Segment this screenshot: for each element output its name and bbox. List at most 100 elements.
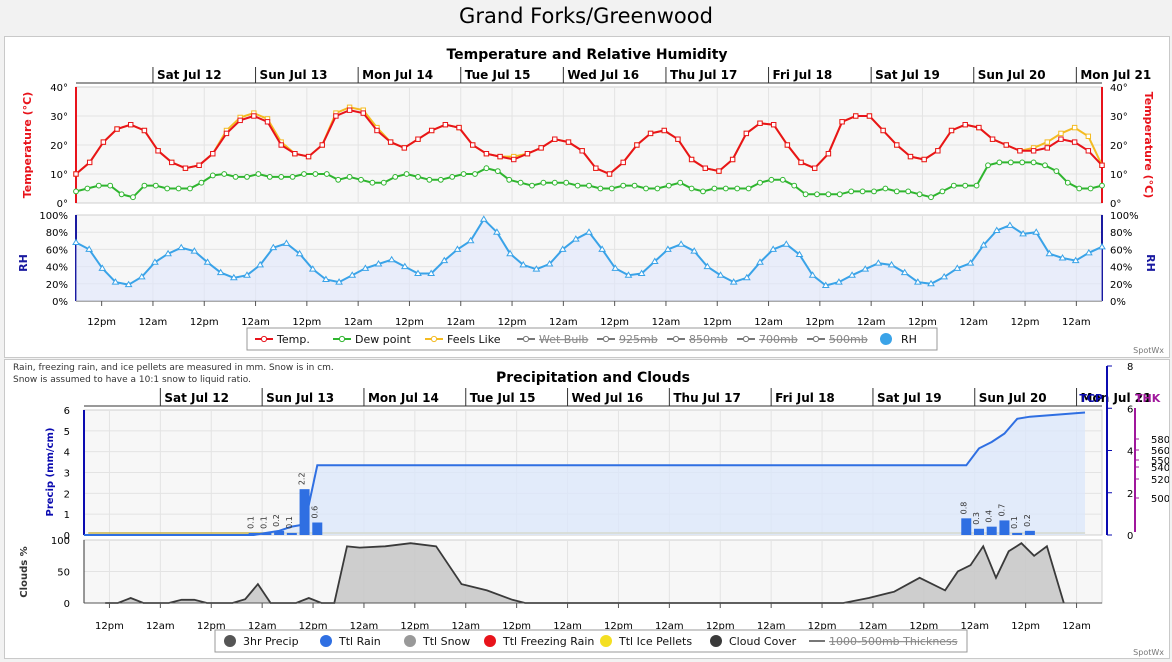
data-point [848, 271, 856, 278]
legend-marker [600, 635, 612, 647]
data-point [871, 188, 877, 195]
data-point [1019, 159, 1026, 166]
data-point [1045, 249, 1054, 257]
data-point [836, 191, 843, 198]
rain-bar [973, 528, 984, 535]
data-point [278, 142, 284, 148]
data-point [506, 176, 513, 183]
data-point [756, 258, 764, 265]
time-label: 12am [655, 621, 684, 632]
rh-tick-label-left: 20% [46, 280, 68, 291]
data-point [84, 185, 91, 192]
data-point [497, 153, 503, 160]
series-line-temp- [75, 109, 1103, 176]
data-point [571, 235, 580, 242]
legend-label-ttl-ice-pellets: Ttl Ice Pellets [618, 635, 692, 648]
day-label: Thu Jul 17 [673, 391, 740, 405]
data-point [647, 130, 654, 137]
data-point [1071, 139, 1078, 145]
data-point [223, 130, 230, 137]
data-point [107, 182, 114, 189]
rh-axis-title-left: RH [17, 254, 30, 272]
data-point [979, 241, 988, 248]
data-point [779, 176, 786, 183]
note-line-1: Rain, freezing rain, and ice pellets are… [13, 363, 334, 373]
rh-tick-label-left: 100% [39, 211, 68, 222]
temp-tick-label-left: 40° [50, 83, 68, 94]
data-point [1044, 145, 1050, 151]
data-point [169, 159, 175, 166]
cloud-tick-label: 50 [57, 568, 70, 579]
day-label: Tue Jul 15 [465, 68, 531, 82]
rain-bar-label: 0.1 [247, 516, 256, 529]
data-point [449, 174, 456, 180]
rain-bar [1024, 530, 1035, 535]
rain-bar [299, 489, 310, 535]
precip-tick-label: 0 [64, 531, 70, 542]
time-label: 12pm [502, 621, 531, 632]
day-label: Wed Jul 16 [567, 68, 639, 82]
data-point [1071, 256, 1080, 264]
data-point [374, 127, 380, 134]
thk-tick-label: 550 [1151, 456, 1169, 467]
time-label: 12pm [604, 621, 633, 632]
rain-bar-label: 0.1 [1010, 516, 1019, 529]
temp-tick-label-left: 20° [50, 141, 68, 152]
data-point [1099, 162, 1105, 168]
legend-marker [672, 335, 680, 343]
data-point [798, 159, 804, 166]
data-point [1017, 148, 1023, 154]
data-point [319, 142, 325, 148]
data-point [996, 159, 1003, 166]
data-point [812, 165, 818, 171]
data-point [415, 136, 421, 142]
data-point [650, 257, 659, 264]
data-point [866, 113, 873, 119]
data-point [85, 245, 94, 252]
time-label: 12am [1062, 621, 1091, 632]
data-point [360, 110, 366, 116]
data-point [256, 260, 265, 268]
data-point [620, 159, 626, 166]
chart-title: Precipitation and Clouds [496, 370, 690, 386]
thk-tick-label: 540 [1151, 463, 1169, 474]
rh-tick-label-right: 100% [1110, 211, 1139, 222]
data-point [472, 171, 478, 177]
legend-label-700mb: 700mb [759, 333, 798, 346]
rain-bar-label: 0.1 [259, 516, 268, 529]
data-point [940, 272, 949, 280]
credit: SpotWx [1133, 648, 1164, 657]
legend-label-ttl-rain: Ttl Rain [338, 635, 381, 648]
data-point [190, 247, 199, 254]
data-point [598, 245, 607, 252]
data-point [874, 259, 883, 266]
day-label: Wed Jul 16 [572, 391, 644, 405]
data-point [808, 271, 817, 278]
data-point [243, 271, 251, 278]
rain-bar-label: 0.6 [310, 506, 319, 519]
data-point [690, 247, 699, 254]
legend-label-ttl-freezing-rain: Ttl Freezing Rain [502, 635, 594, 648]
data-point [1099, 182, 1105, 189]
data-point [729, 278, 738, 285]
legend-marker [742, 335, 750, 343]
data-point [905, 188, 912, 195]
data-point [825, 151, 832, 157]
rain-bar-label: 2.2 [298, 472, 307, 485]
data-point [519, 260, 528, 268]
precip-clouds-chart-panel: Rain, freezing rain, and ice pellets are… [4, 359, 1170, 659]
legend-label-feels-like: Feels Like [447, 333, 501, 346]
data-point [428, 127, 435, 134]
temp-tick-label-left: 30° [50, 112, 68, 123]
data-point [392, 174, 399, 180]
data-point [182, 165, 189, 171]
data-point [729, 156, 736, 163]
temperature-rh-chart: Temperature and Relative Humidity Sat Jul… [17, 47, 1164, 355]
time-label: 12am [959, 317, 988, 328]
data-point [292, 151, 298, 157]
data-point [768, 176, 775, 183]
temp-tick-label-left: 10° [50, 170, 68, 181]
legend-box [214, 629, 968, 653]
data-point [175, 185, 182, 192]
temp-tick-label-left: 0° [57, 199, 68, 210]
